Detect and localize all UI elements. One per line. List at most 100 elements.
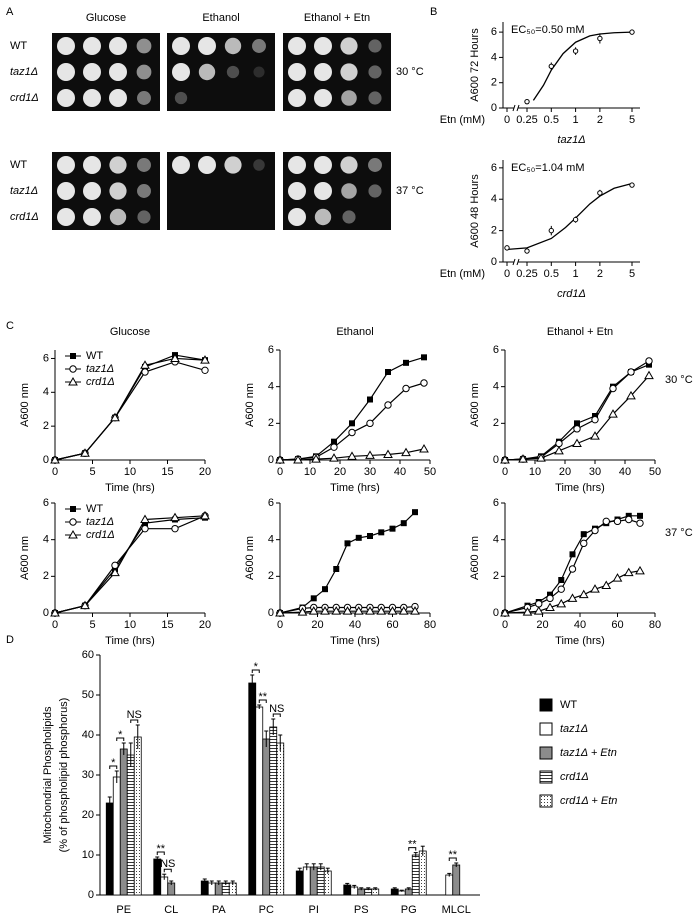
marker bbox=[170, 512, 180, 522]
bar bbox=[445, 874, 454, 896]
axis-break bbox=[516, 104, 520, 112]
legend-label: WT bbox=[86, 503, 103, 515]
colony-spot bbox=[83, 208, 101, 226]
bar bbox=[105, 802, 114, 896]
marker bbox=[500, 454, 510, 464]
x-tick-label: 30 bbox=[364, 466, 376, 478]
marker bbox=[342, 606, 353, 615]
significance-label: NS bbox=[160, 858, 175, 870]
colony-spot bbox=[368, 91, 382, 105]
colony-spot bbox=[174, 91, 188, 105]
marker bbox=[558, 577, 565, 583]
significance-label: ** bbox=[258, 691, 267, 703]
y-tick-label: 2 bbox=[43, 570, 49, 582]
x-tick-label: 15 bbox=[161, 619, 173, 631]
marker bbox=[110, 412, 120, 422]
marker bbox=[625, 515, 633, 524]
significance-bracket bbox=[251, 669, 260, 673]
y-tick-label: 6 bbox=[268, 344, 274, 356]
colony-spot bbox=[198, 63, 216, 81]
x-tick-label: 40 bbox=[619, 466, 631, 478]
marker bbox=[367, 533, 373, 539]
marker bbox=[401, 447, 411, 457]
colony-spot bbox=[340, 156, 358, 174]
y-tick-label: 2 bbox=[493, 417, 499, 429]
colony-spot bbox=[172, 156, 190, 174]
x-tick-label: PS bbox=[354, 904, 369, 916]
legend-label: WT bbox=[560, 699, 577, 711]
legend-label: taz1Δ bbox=[86, 516, 114, 528]
colony-spot bbox=[57, 89, 75, 107]
significance-bracket bbox=[163, 868, 172, 873]
x-axis-label: Time (hrs) bbox=[330, 635, 380, 647]
y-tick-label: 4 bbox=[43, 386, 49, 398]
y-tick-label: 2 bbox=[493, 570, 499, 582]
y-tick-label: 0 bbox=[268, 607, 274, 619]
colony-spot bbox=[57, 63, 75, 81]
bar bbox=[418, 850, 427, 896]
marker bbox=[568, 565, 577, 573]
significance-label: ** bbox=[156, 843, 165, 855]
y-tick-label: 50 bbox=[82, 689, 94, 701]
significance-bracket bbox=[272, 713, 281, 717]
marker bbox=[420, 379, 428, 387]
bar bbox=[269, 726, 278, 896]
marker bbox=[366, 419, 374, 428]
axis-break bbox=[514, 105, 518, 111]
x-tick-label: 40 bbox=[574, 619, 586, 631]
bar bbox=[255, 706, 264, 896]
x-tick-label: 5 bbox=[89, 466, 95, 478]
series-line bbox=[54, 515, 206, 614]
y-tick-label: 10 bbox=[82, 849, 94, 861]
colony-spot bbox=[226, 65, 240, 79]
annotation: EC₅₀=1.04 mM bbox=[511, 162, 585, 174]
bar bbox=[119, 748, 128, 896]
series-line bbox=[54, 515, 206, 614]
x-tick-label: 30 bbox=[589, 466, 601, 478]
significance-label: ** bbox=[448, 849, 457, 861]
row-label: WT bbox=[10, 40, 27, 52]
x-axis-label: Time (hrs) bbox=[105, 635, 155, 647]
y-tick-label: 6 bbox=[43, 497, 49, 509]
column-header: Ethanol bbox=[202, 12, 239, 24]
series-line bbox=[504, 375, 650, 461]
marker bbox=[308, 606, 319, 615]
y-tick-label: 4 bbox=[493, 381, 499, 393]
colony-spot bbox=[198, 37, 216, 55]
y-tick-label: 2 bbox=[43, 420, 49, 432]
row-label: taz1Δ bbox=[10, 185, 38, 197]
marker bbox=[601, 580, 612, 589]
colony-spot bbox=[314, 63, 332, 81]
marker bbox=[637, 512, 643, 519]
colony-spot bbox=[83, 156, 101, 174]
legend-marker bbox=[69, 365, 77, 373]
column-header: Ethanol + Etn bbox=[304, 12, 370, 24]
colony-spot bbox=[341, 90, 357, 106]
marker bbox=[613, 517, 622, 526]
significance-bracket bbox=[130, 719, 139, 723]
marker bbox=[329, 453, 339, 462]
axis-break bbox=[516, 258, 520, 266]
marker bbox=[580, 539, 588, 548]
marker bbox=[412, 509, 418, 516]
significance-label: NS bbox=[127, 709, 142, 721]
marker bbox=[349, 420, 355, 427]
colony-spot bbox=[109, 37, 127, 55]
panel-label: C bbox=[6, 320, 14, 332]
marker bbox=[333, 566, 340, 572]
y-tick-label: 6 bbox=[491, 162, 497, 174]
x-tick-label: 5 bbox=[629, 268, 635, 280]
marker bbox=[344, 540, 351, 547]
chart-title: Ethanol + Etn bbox=[547, 326, 613, 338]
marker bbox=[389, 525, 396, 532]
x-tick-label: 10 bbox=[529, 466, 541, 478]
y-axis-label: A600 nm bbox=[19, 536, 31, 580]
colony-spot bbox=[109, 63, 127, 81]
x-axis-label: Time (hrs) bbox=[555, 635, 605, 647]
marker bbox=[367, 396, 373, 403]
marker bbox=[348, 428, 356, 437]
marker bbox=[410, 606, 420, 615]
series-line bbox=[54, 517, 206, 614]
marker bbox=[355, 534, 362, 541]
colony-spot bbox=[83, 182, 101, 200]
